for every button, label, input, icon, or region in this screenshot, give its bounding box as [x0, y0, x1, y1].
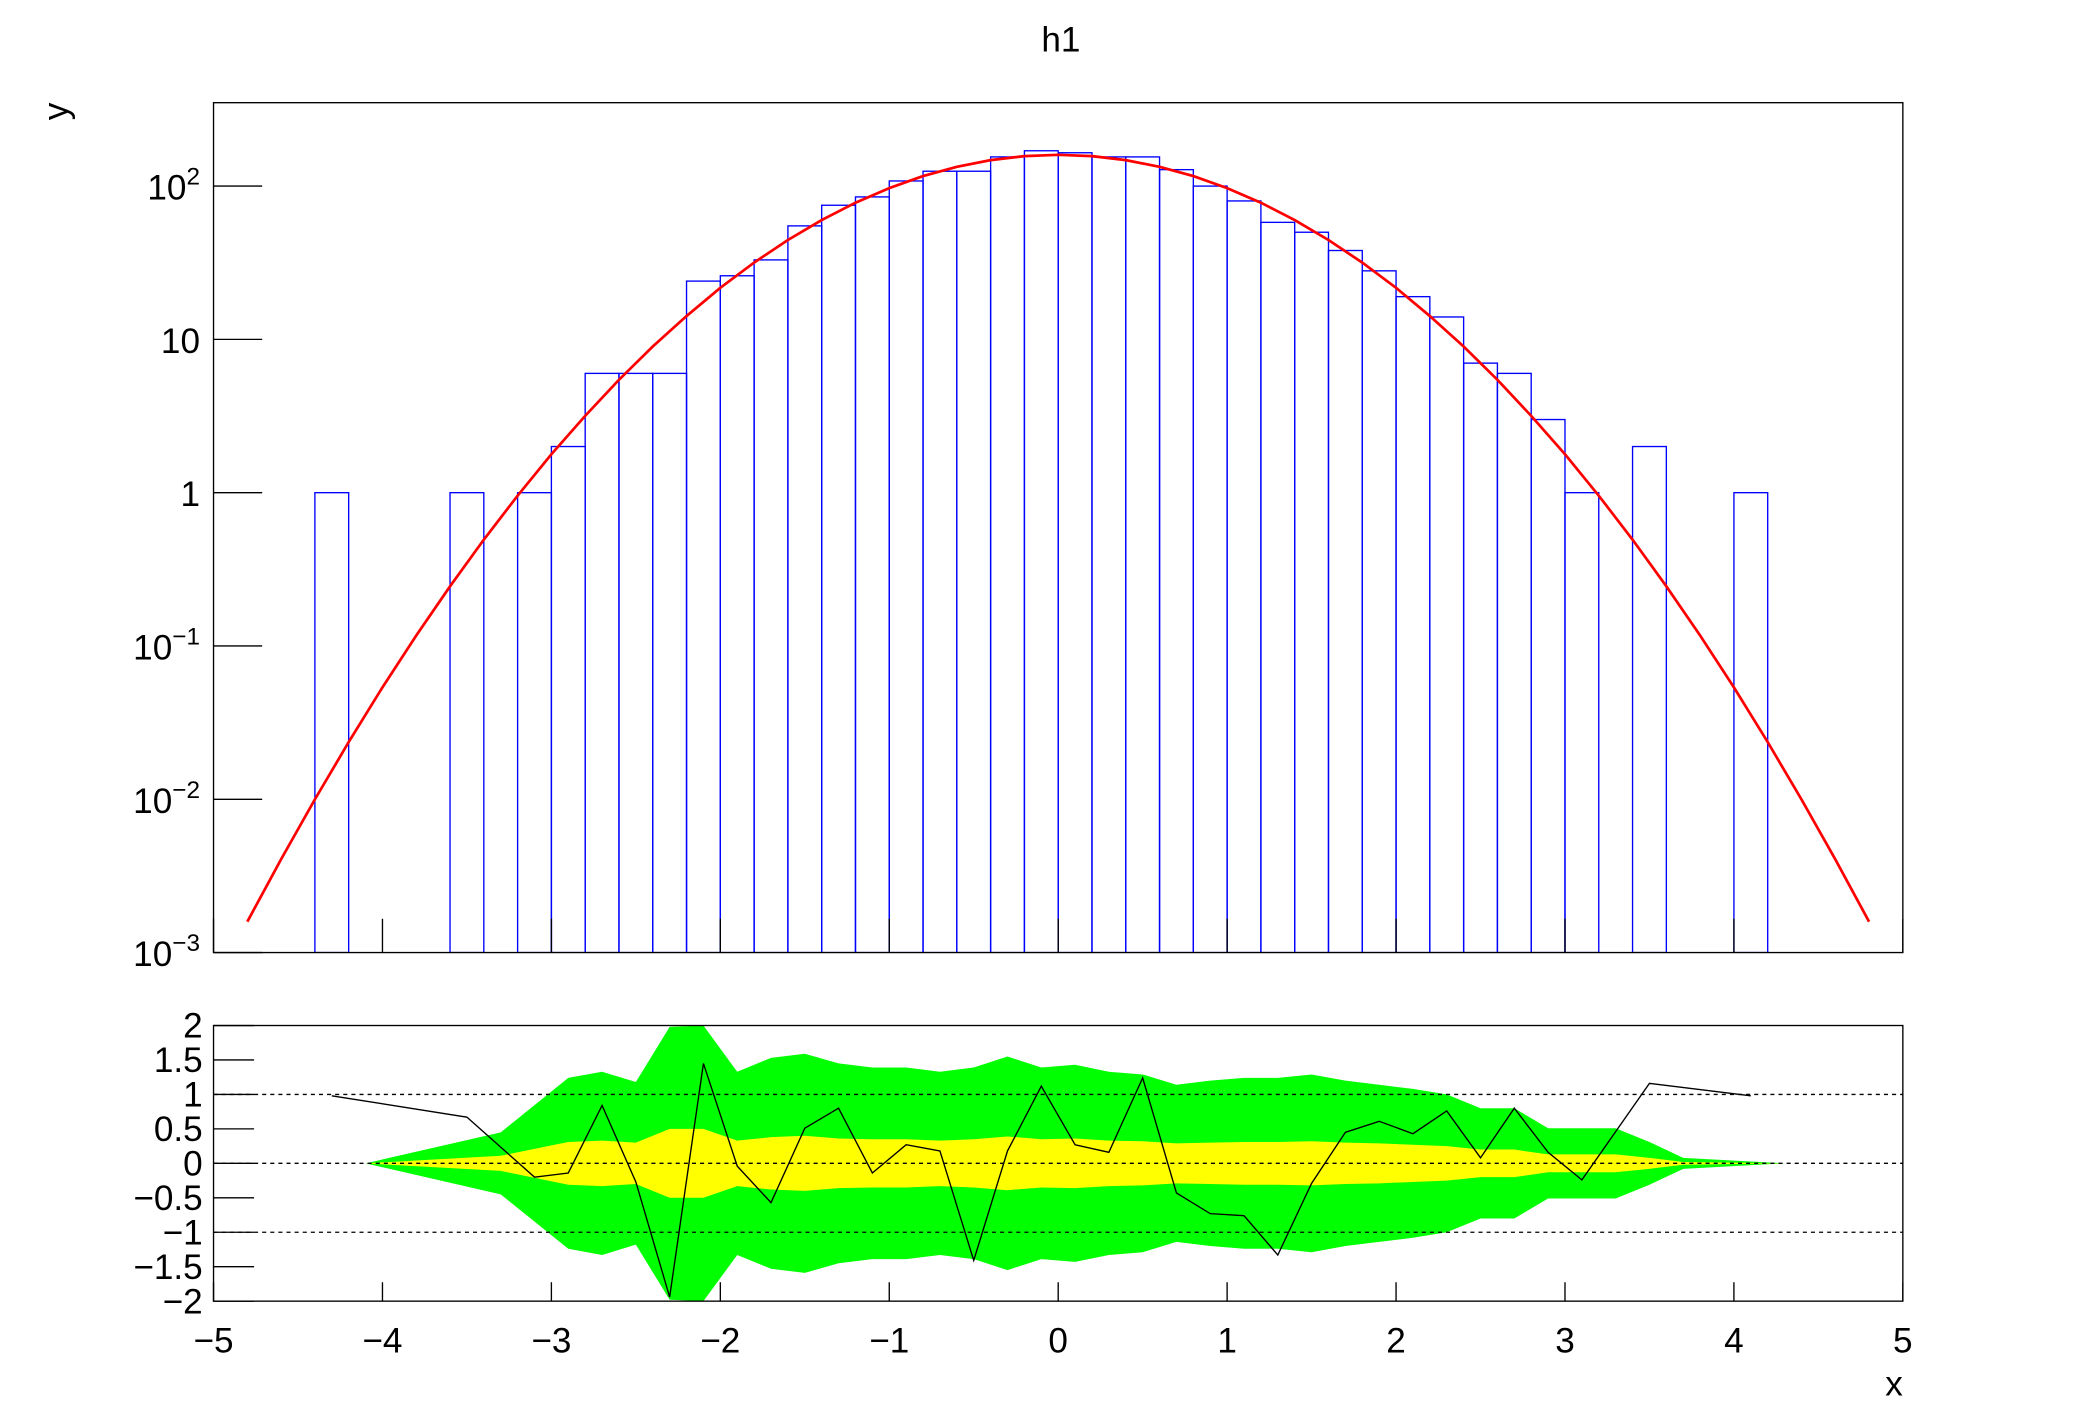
tick-label-base: −2: [163, 1282, 203, 1321]
tick-label-exponent: −2: [172, 777, 200, 804]
tick-label-base: −4: [362, 1321, 402, 1360]
histogram-bin: [1631, 445, 1668, 953]
histogram-bin: [449, 492, 485, 953]
plot-area: [213, 1025, 1903, 1302]
tick-label: 2: [1386, 1321, 1406, 1360]
tick-label-base: 10: [147, 169, 186, 208]
tick-label: −1: [163, 1213, 203, 1252]
bottom-panel: −5 −4 −3 −2 −1 0 1 2 3 4 5−2−1.5−1−0.500.511.52: [133, 1007, 1912, 1361]
tick-label: 2: [183, 1007, 203, 1046]
tick-label: 10: [161, 322, 200, 361]
tick-label: 10−3: [133, 930, 200, 974]
histogram-bin: [1564, 492, 1600, 953]
tick-label: 0: [183, 1144, 203, 1183]
tick-label-base: 10: [133, 782, 172, 821]
tick-label-exponent: −3: [172, 930, 200, 957]
tick-label-base: −1: [163, 1213, 203, 1252]
tick-label: −1.5: [133, 1248, 202, 1287]
y-axis-label: y: [37, 102, 76, 120]
tick-label-base: 10: [133, 628, 172, 667]
histogram-bin: [314, 492, 350, 953]
tick-label: −2: [700, 1321, 740, 1360]
tick-label-base: −5: [193, 1321, 233, 1360]
tick-label: 1: [180, 475, 200, 514]
tick-label-base: −1.5: [133, 1248, 202, 1287]
residual-line: [331, 1063, 1751, 1298]
tick-label: −4: [362, 1321, 402, 1360]
tick-label-exponent: 2: [186, 164, 200, 191]
tick-label: −0.5: [133, 1179, 202, 1218]
fit-curve: [246, 153, 1871, 923]
tick-label: 1: [1217, 1321, 1237, 1360]
tick-label: 5: [1893, 1321, 1913, 1360]
tick-label: 102: [147, 164, 200, 208]
histogram-bin: [1733, 492, 1769, 953]
chart-title: h1: [1041, 20, 1080, 59]
tick-label: 1: [183, 1076, 203, 1115]
tick-label-base: −0.5: [133, 1179, 202, 1218]
tick-label: −3: [531, 1321, 571, 1360]
tick-label: −2: [163, 1282, 203, 1321]
tick-label: 3: [1555, 1321, 1575, 1360]
tick-label: −5: [193, 1321, 233, 1360]
tick-label: −1: [869, 1321, 909, 1360]
tick-label: 0: [1048, 1321, 1068, 1360]
x-axis-label: x: [1885, 1365, 1903, 1404]
tick-label: 0.5: [154, 1110, 203, 1149]
tick-label-base: −3: [531, 1321, 571, 1360]
tick-label: 10−1: [133, 624, 200, 668]
tick-label-base: 10: [133, 935, 172, 974]
tick-label: 10−2: [133, 777, 200, 821]
tick-label: 1.5: [154, 1041, 203, 1080]
tick-label-base: −1: [869, 1321, 909, 1360]
tick-label-base: −2: [700, 1321, 740, 1360]
tick-label-exponent: −1: [172, 624, 200, 651]
tick-label: 4: [1724, 1321, 1744, 1360]
plot-area: [246, 150, 1871, 953]
